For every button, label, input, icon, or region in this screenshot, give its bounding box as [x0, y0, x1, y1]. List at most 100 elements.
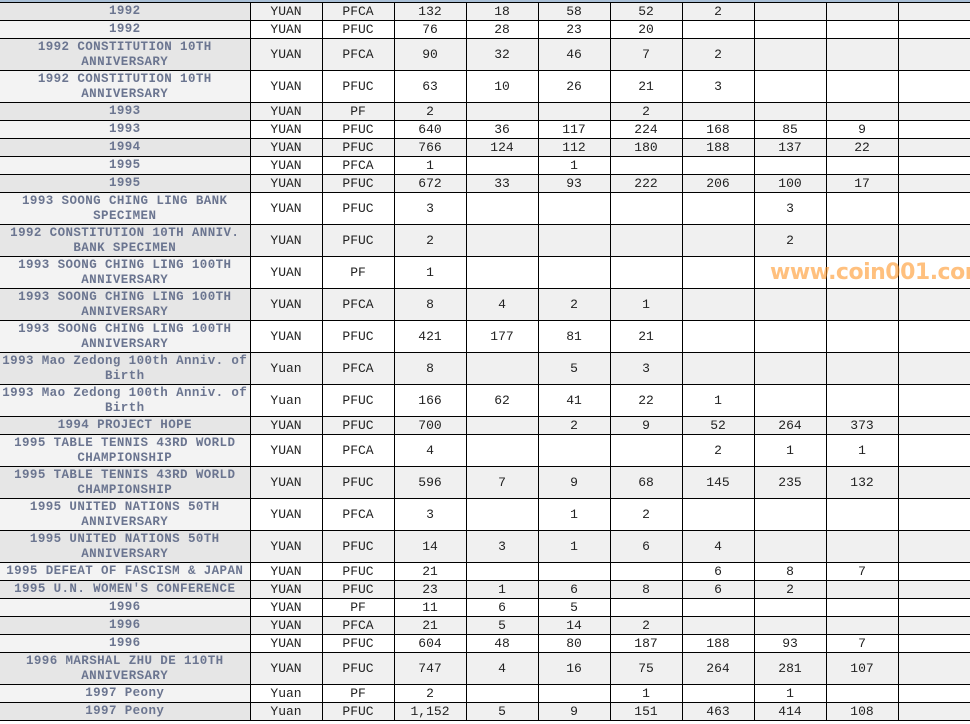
grade-count-cell	[897, 562, 970, 581]
grade-count-cell: 7	[825, 562, 899, 581]
coin-name-cell: 1997 Peony	[0, 684, 251, 703]
grade-count-cell: 2	[681, 2, 755, 21]
coin-name-cell: 1992 CONSTITUTION 10TH ANNIV. BANK SPECI…	[0, 224, 251, 257]
type-cell: PFCA	[321, 352, 395, 385]
grade-count-cell: 8	[609, 580, 683, 599]
grade-count-cell: 36	[465, 120, 539, 139]
grade-count-cell: 1	[825, 434, 899, 467]
grade-count-cell	[681, 616, 755, 635]
grade-count-cell	[897, 120, 970, 139]
grade-count-cell: 1	[681, 384, 755, 417]
total-cell: 21	[393, 562, 467, 581]
grade-count-cell: 151	[609, 702, 683, 721]
grade-count-cell: 1	[465, 580, 539, 599]
unit-cell: YUAN	[249, 434, 323, 467]
unit-cell: YUAN	[249, 416, 323, 435]
unit-cell: YUAN	[249, 652, 323, 685]
total-cell: 596	[393, 466, 467, 499]
table-row: 1995 TABLE TENNIS 43RD WORLD CHAMPIONSHI…	[0, 466, 970, 499]
table-row: 1993 Mao Zedong 100th Anniv. of Birth Yua…	[0, 384, 970, 417]
table-row: 1995 YUAN PFCA 1 1	[0, 156, 970, 175]
total-cell: 4	[393, 434, 467, 467]
grade-count-cell: 2	[609, 498, 683, 531]
grade-count-cell: 1	[753, 684, 827, 703]
table-row: 1995 DEFEAT OF FASCISM & JAPAN YUAN PFUC 21…	[0, 562, 970, 581]
total-cell: 3	[393, 498, 467, 531]
grade-count-cell: 2	[753, 580, 827, 599]
total-cell: 14	[393, 530, 467, 563]
grade-count-cell	[825, 320, 899, 353]
table-row: 1995 TABLE TENNIS 43RD WORLD CHAMPIONSHI…	[0, 434, 970, 467]
grade-count-cell: 93	[753, 634, 827, 653]
grade-count-cell	[465, 192, 539, 225]
table-row: 1993 SOONG CHING LING 100TH ANNIVERSARY Y…	[0, 320, 970, 353]
table-row: 1995 U.N. WOMEN'S CONFERENCE YUAN PFUC 23 1 6…	[0, 580, 970, 599]
total-cell: 8	[393, 352, 467, 385]
grade-count-cell	[753, 598, 827, 617]
unit-cell: Yuan	[249, 352, 323, 385]
grade-count-cell	[825, 38, 899, 71]
type-cell: PF	[321, 598, 395, 617]
grade-count-cell: 5	[465, 616, 539, 635]
grade-count-cell	[537, 224, 611, 257]
grade-count-cell: 7	[825, 634, 899, 653]
table-row: 1993 SOONG CHING LING BANK SPECIMEN YUAN P…	[0, 192, 970, 225]
table-row: 1997 Peony Yuan PF 2 1 1	[0, 684, 970, 703]
grade-count-cell	[681, 156, 755, 175]
grade-count-cell: 3	[609, 352, 683, 385]
grade-count-cell: 9	[537, 702, 611, 721]
grade-count-cell: 7	[609, 38, 683, 71]
type-cell: PFUC	[321, 192, 395, 225]
type-cell: PF	[321, 256, 395, 289]
grade-count-cell: 188	[681, 138, 755, 157]
grade-count-cell: 3	[681, 70, 755, 103]
unit-cell: YUAN	[249, 580, 323, 599]
grade-count-cell	[753, 320, 827, 353]
grade-count-cell	[825, 156, 899, 175]
grade-count-cell: 2	[753, 224, 827, 257]
grade-count-cell: 23	[537, 20, 611, 39]
total-cell: 1	[393, 156, 467, 175]
grade-count-cell	[753, 38, 827, 71]
coin-name-cell: 1996	[0, 598, 251, 617]
coin-name-cell: 1995 DEFEAT OF FASCISM & JAPAN	[0, 562, 251, 581]
unit-cell: YUAN	[249, 224, 323, 257]
type-cell: PFUC	[321, 120, 395, 139]
grade-count-cell	[897, 384, 970, 417]
grade-count-cell: 9	[825, 120, 899, 139]
grade-count-cell	[753, 20, 827, 39]
table-top-border	[0, 0, 970, 2]
unit-cell: YUAN	[249, 38, 323, 71]
grade-count-cell	[825, 598, 899, 617]
grade-count-cell	[897, 256, 970, 289]
type-cell: PFCA	[321, 434, 395, 467]
coin-name-cell: 1992 CONSTITUTION 10TH ANNIVERSARY	[0, 70, 251, 103]
coin-name-cell: 1997 Peony	[0, 702, 251, 721]
grade-count-cell	[465, 256, 539, 289]
grade-count-cell: 100	[753, 174, 827, 193]
grade-count-cell: 68	[609, 466, 683, 499]
total-cell: 76	[393, 20, 467, 39]
grade-count-cell: 22	[825, 138, 899, 157]
table-row: 1995 UNITED NATIONS 50TH ANNIVERSARY YUAN…	[0, 530, 970, 563]
grade-count-cell	[753, 288, 827, 321]
table-row: 1996 YUAN PF 11 6 5	[0, 598, 970, 617]
grade-count-cell	[897, 634, 970, 653]
coin-name-cell: 1993	[0, 120, 251, 139]
grade-count-cell	[537, 256, 611, 289]
unit-cell: YUAN	[249, 20, 323, 39]
type-cell: PFCA	[321, 288, 395, 321]
grade-count-cell	[681, 320, 755, 353]
grade-count-cell: 264	[681, 652, 755, 685]
grade-count-cell: 10	[465, 70, 539, 103]
grade-count-cell	[465, 156, 539, 175]
coin-name-cell: 1993	[0, 102, 251, 121]
total-cell: 2	[393, 224, 467, 257]
table-row: 1993 Mao Zedong 100th Anniv. of Birth Yua…	[0, 352, 970, 385]
type-cell: PFUC	[321, 530, 395, 563]
grade-count-cell	[897, 2, 970, 21]
grade-count-cell	[609, 156, 683, 175]
total-cell: 672	[393, 174, 467, 193]
table-row: 1993 YUAN PF 2 2	[0, 102, 970, 121]
